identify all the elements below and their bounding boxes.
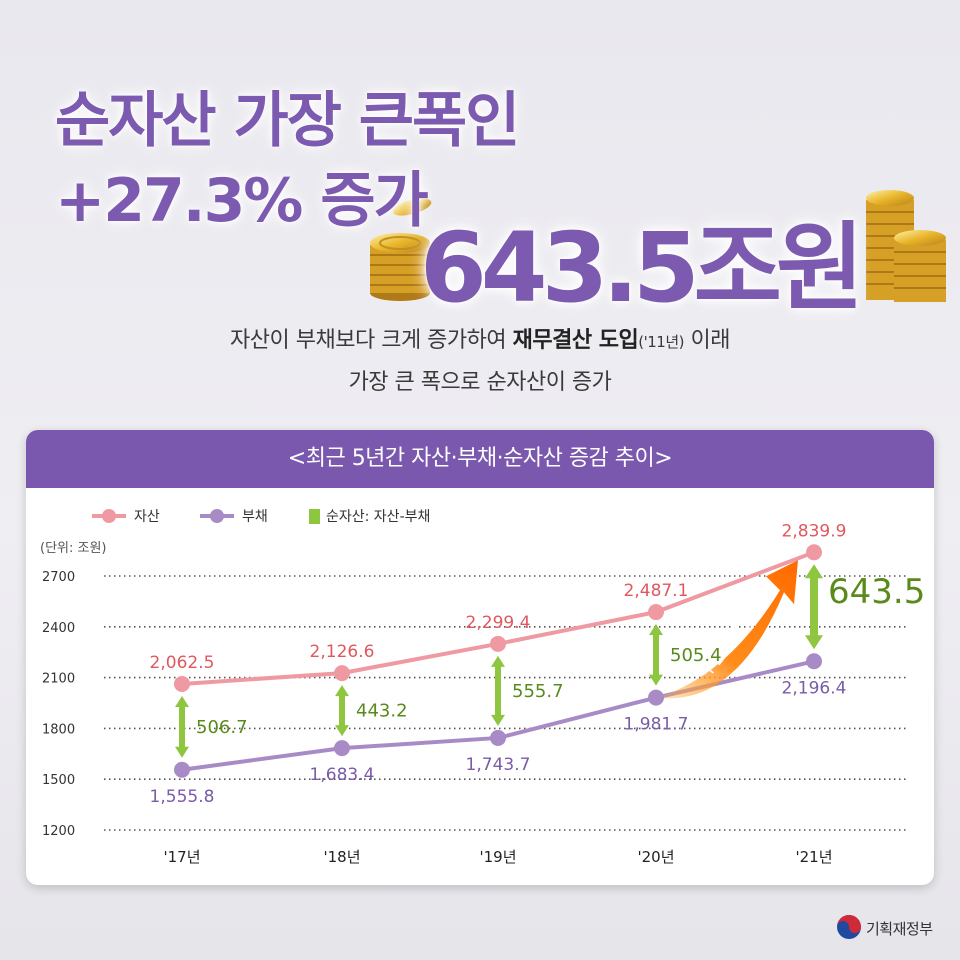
debt-point (806, 653, 822, 670)
debt-data-label: 1,743.7 (466, 755, 531, 775)
debt-data-label: 1,683.4 (310, 765, 375, 785)
taegeuk-logo-icon (837, 915, 861, 939)
subtitle-bold: 재무결산 도입 (512, 328, 639, 353)
legend-asset-label: 자산 (134, 509, 160, 525)
debt-point (174, 761, 190, 778)
net-asset-label: 555.7 (512, 681, 564, 702)
growth-arrow (656, 560, 798, 699)
gold-coins-left-icon (370, 198, 432, 301)
subtitle-pre: 자산이 부채보다 크게 증가하여 (230, 328, 513, 353)
unit-label: (단위: 조원) (40, 541, 107, 556)
net-asset-arrow (649, 624, 663, 686)
subtitle-small: ('11년) (638, 333, 684, 351)
debt-point (490, 729, 506, 746)
legend-asset-marker (102, 509, 116, 523)
chart-card: <최근 5년간 자산·부채·순자산 증감 추이> 1200 1500 1800 210… (26, 430, 934, 885)
subtitle-line2: 가장 큰 폭으로 순자산이 증가 (348, 370, 612, 395)
asset-point (648, 604, 664, 621)
debt-data-label: 1,981.7 (624, 715, 689, 735)
debt-point (334, 740, 350, 757)
y-tick-label: 1200 (42, 824, 75, 839)
y-tick-label: 2100 (42, 672, 75, 687)
legend-net-marker (309, 509, 320, 524)
net-asset-arrow (175, 695, 189, 758)
asset-data-label: 2,839.9 (782, 521, 847, 541)
chart-title: <최근 5년간 자산·부채·순자산 증감 추이> (26, 430, 934, 488)
legend-debt-label: 부채 (242, 509, 268, 525)
x-tick-label: '20년 (637, 848, 674, 866)
chart-svg: 1200 1500 1800 2100 2400 2700 (단위: 조원) 자산 부채 순자산:… (40, 509, 925, 866)
asset-data-label: 2,126.6 (310, 642, 375, 662)
gold-coins-right-icon (866, 190, 946, 302)
x-tick-label: '18년 (323, 848, 360, 866)
legend-net-label: 순자산: 자산-부채 (326, 509, 430, 525)
net-asset-arrow (491, 655, 505, 726)
net-asset-label: 643.5 (828, 572, 925, 612)
debt-data-label: 1,555.8 (150, 787, 215, 807)
y-tick-label: 2400 (42, 621, 75, 636)
subtitle-line1: 자산이 부채보다 크게 증가하여 재무결산 도입('11년) 이래 (0, 322, 960, 354)
asset-data-label: 2,487.1 (624, 581, 689, 601)
y-tick-label: 2700 (42, 570, 75, 585)
asset-point (334, 665, 350, 682)
asset-point (490, 635, 506, 652)
x-tick-label: '21년 (795, 848, 832, 866)
y-tick-label: 1500 (42, 773, 75, 788)
x-tick-label: '19년 (479, 848, 516, 866)
asset-data-label: 2,299.4 (466, 613, 531, 633)
net-asset-arrow (335, 685, 349, 737)
subtitle-post: 이래 (683, 328, 730, 353)
x-tick-label: '17년 (163, 848, 200, 866)
y-tick-label: 1800 (42, 722, 75, 737)
headline-line1: 순자산 가장 큰폭인 (55, 86, 520, 156)
net-asset-label: 506.7 (196, 717, 248, 738)
headline-amount: 643.5조원 (420, 212, 864, 324)
debt-data-label: 2,196.4 (782, 678, 847, 698)
asset-point (806, 544, 822, 561)
debt-point (648, 689, 664, 706)
asset-point (174, 675, 190, 692)
legend-debt-marker (210, 509, 224, 523)
net-asset-arrow (805, 564, 823, 650)
headline-line2: +27.3% 증가 (55, 166, 429, 236)
net-asset-label: 443.2 (356, 701, 408, 722)
net-asset-label: 505.4 (670, 645, 722, 666)
ministry-name: 기획재정부 (866, 920, 933, 938)
asset-data-label: 2,062.5 (150, 653, 215, 673)
